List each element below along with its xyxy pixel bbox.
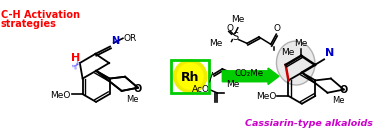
Text: strategies: strategies xyxy=(1,19,57,29)
Circle shape xyxy=(178,63,203,89)
Text: AcO: AcO xyxy=(192,85,209,94)
FancyArrow shape xyxy=(222,68,279,85)
Text: Me: Me xyxy=(294,39,308,48)
Text: C-H Activation: C-H Activation xyxy=(1,10,80,20)
Text: Me: Me xyxy=(281,48,294,57)
Text: S: S xyxy=(232,32,238,42)
Text: OR: OR xyxy=(124,34,137,43)
Text: Me: Me xyxy=(209,39,222,48)
Text: CO₂Me: CO₂Me xyxy=(234,69,263,78)
Text: N: N xyxy=(325,48,334,58)
Ellipse shape xyxy=(276,41,315,85)
Text: O: O xyxy=(274,24,281,33)
Text: MeO: MeO xyxy=(256,92,277,101)
Text: /: / xyxy=(209,71,214,84)
Text: Me: Me xyxy=(231,15,245,24)
Text: Cassiarin-type alkaloids: Cassiarin-type alkaloids xyxy=(245,119,373,128)
Text: Me: Me xyxy=(126,95,139,104)
Text: N: N xyxy=(111,36,119,46)
Circle shape xyxy=(174,60,207,93)
Text: Rh: Rh xyxy=(181,71,200,84)
Text: MeO: MeO xyxy=(50,91,71,99)
Text: O: O xyxy=(226,24,233,33)
Text: O: O xyxy=(134,84,142,94)
Text: Me: Me xyxy=(226,80,239,89)
Text: ✂: ✂ xyxy=(71,59,85,73)
Text: H: H xyxy=(71,53,80,63)
Text: Me: Me xyxy=(332,96,345,105)
Text: O: O xyxy=(339,85,348,95)
